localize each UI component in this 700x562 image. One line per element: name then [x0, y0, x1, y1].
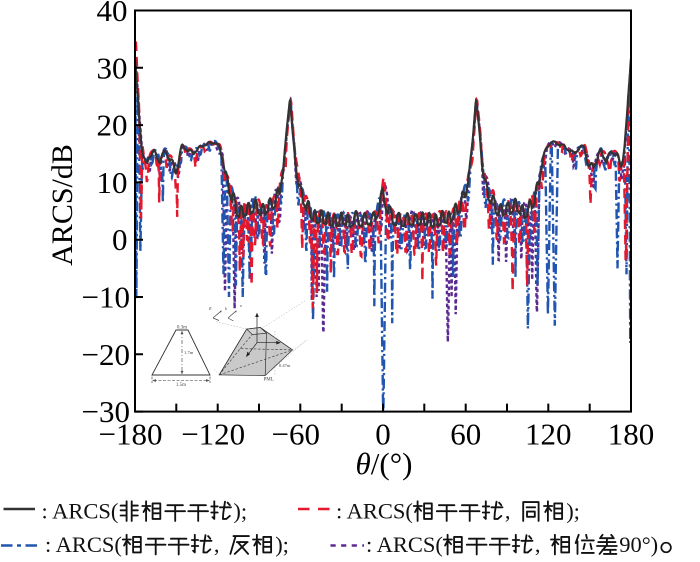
svg-text:60: 60	[450, 417, 481, 452]
svg-text:90°): 90°)	[619, 532, 658, 557]
svg-text:E: E	[208, 306, 212, 311]
svg-text:z: z	[240, 303, 242, 308]
svg-text:40: 40	[97, 0, 128, 28]
svg-text:0.3m: 0.3m	[177, 326, 187, 331]
svg-text:−180: −180	[99, 417, 163, 452]
svg-text:,: ,	[535, 532, 541, 557]
svg-text:: ARCS(: : ARCS(	[42, 499, 119, 524]
svg-text:: ARCS(: : ARCS(	[336, 499, 413, 524]
svg-text:−30: −30	[82, 394, 130, 429]
svg-text:−120: −120	[181, 417, 245, 452]
svg-text:PML: PML	[264, 378, 274, 383]
svg-text:20: 20	[97, 108, 128, 143]
svg-text:0.47m: 0.47m	[279, 363, 291, 368]
svg-text:ARCS/dB: ARCS/dB	[46, 144, 79, 266]
svg-text:−10: −10	[82, 280, 130, 315]
svg-text:,: ,	[505, 499, 511, 524]
svg-text:0: 0	[112, 222, 128, 257]
svg-text:1.5m: 1.5m	[176, 383, 186, 388]
svg-text:: ARCS(: : ARCS(	[366, 532, 443, 557]
svg-text:1.7m: 1.7m	[184, 350, 194, 355]
svg-text:: ARCS(: : ARCS(	[45, 532, 122, 557]
svg-text:);: );	[233, 499, 247, 524]
svg-text:−60: −60	[272, 417, 320, 452]
svg-text:,: ,	[214, 532, 220, 557]
svg-text:180: 180	[608, 417, 655, 452]
svg-text:0: 0	[375, 417, 391, 452]
svg-text:k: k	[225, 306, 228, 311]
svg-text:);: );	[566, 499, 580, 524]
svg-text:);: );	[275, 532, 289, 557]
svg-text:−20: −20	[82, 337, 130, 372]
svg-text:30: 30	[97, 50, 128, 85]
svg-text:θ/(°): θ/(°)	[356, 446, 413, 481]
svg-text:10: 10	[97, 165, 128, 200]
svg-text:120: 120	[525, 417, 572, 452]
